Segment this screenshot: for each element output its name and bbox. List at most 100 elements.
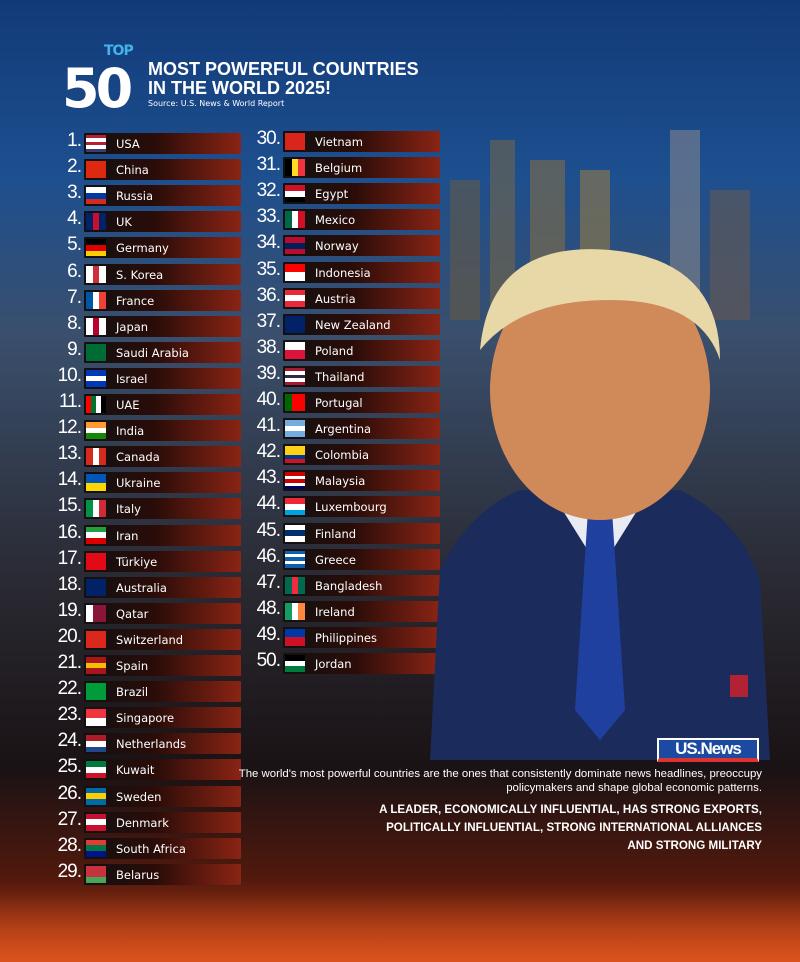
flag-icon xyxy=(86,343,106,361)
country-bar xyxy=(84,420,241,442)
country-name: Türkiye xyxy=(116,554,158,569)
rank-number: 27. xyxy=(57,808,82,830)
rank-number: 44. xyxy=(256,493,281,515)
rank-number: 14. xyxy=(57,469,82,491)
country-row: 4. UK xyxy=(67,208,241,233)
flag-icon xyxy=(86,291,107,309)
rank-number: 38. xyxy=(256,336,281,358)
flag-icon xyxy=(285,185,305,203)
country-name: Norway xyxy=(315,239,359,254)
country-name: China xyxy=(116,163,149,178)
country-row: 15. Italy xyxy=(58,495,241,520)
flag-icon xyxy=(86,578,106,596)
country-bar xyxy=(84,759,241,781)
country-bar xyxy=(84,341,241,363)
country-bar xyxy=(283,626,440,648)
flag-icon xyxy=(86,187,106,205)
source-label: Source: U.S. News & World Report xyxy=(148,99,285,108)
rank-number: 28. xyxy=(57,834,82,856)
rank-number: 7. xyxy=(67,286,82,308)
country-name: Germany xyxy=(116,241,169,256)
country-name: Greece xyxy=(315,552,356,567)
country-bar xyxy=(84,394,241,415)
rank-number: 50. xyxy=(256,650,281,671)
rank-number: 47. xyxy=(256,571,281,593)
country-row: 1. USA xyxy=(67,130,241,154)
rank-number: 46. xyxy=(256,545,281,567)
rank-number: 1. xyxy=(67,130,82,151)
country-bar xyxy=(283,600,440,622)
country-row: 50. Jordan xyxy=(257,650,440,674)
country-name: Indonesia xyxy=(315,265,371,280)
flag-icon xyxy=(285,237,305,255)
country-row: 17. Türkiye xyxy=(58,548,241,572)
rank-number: 12. xyxy=(57,417,82,439)
flag-icon xyxy=(285,576,306,594)
country-name: Luxembourg xyxy=(315,500,387,515)
flag-icon xyxy=(285,159,306,177)
country-name: Japan xyxy=(116,319,149,334)
country-row: 21. Spain xyxy=(58,652,241,676)
country-name: UAE xyxy=(116,398,140,412)
rank-number: 19. xyxy=(57,599,82,621)
country-bar xyxy=(84,628,241,650)
country-name: Qatar xyxy=(116,606,149,621)
flag-icon xyxy=(285,133,305,150)
rank-number: 33. xyxy=(256,206,281,228)
flag-icon xyxy=(86,709,106,727)
country-row: 26. Sweden xyxy=(58,783,241,807)
country-row: 9. Saudi Arabia xyxy=(67,339,241,363)
country-bar xyxy=(283,470,440,492)
rank-number: 13. xyxy=(57,443,82,465)
country-bar xyxy=(84,863,241,885)
flag-icon xyxy=(285,341,305,359)
country-name: Philippines xyxy=(315,630,377,645)
country-row: 48. Ireland xyxy=(257,598,440,622)
header-top: TOP xyxy=(104,43,134,59)
country-bar xyxy=(84,576,241,598)
country-name: USA xyxy=(116,137,140,151)
country-name: Kuwait xyxy=(116,763,155,778)
country-bar xyxy=(84,681,241,703)
flag-icon xyxy=(285,628,305,646)
flag-icon xyxy=(86,213,107,231)
footer-text: The world's most powerful countries are … xyxy=(232,767,762,855)
rank-number: 49. xyxy=(256,623,281,645)
country-row: 40. Portugal xyxy=(257,389,440,413)
country-name: S. Korea xyxy=(116,267,164,282)
rank-number: 45. xyxy=(256,519,281,541)
background-glow xyxy=(0,880,800,962)
country-row: 16. Iran xyxy=(58,522,241,546)
country-name: Netherlands xyxy=(116,737,187,752)
country-bar xyxy=(283,496,440,518)
country-row: 11. UAE xyxy=(59,391,241,415)
country-name: Belarus xyxy=(116,867,160,882)
country-row: 19. Qatar xyxy=(58,600,241,624)
country-bar xyxy=(283,313,440,335)
country-name: Portugal xyxy=(315,396,363,410)
flag-icon xyxy=(86,865,106,883)
country-row: 25. Kuwait xyxy=(58,756,241,781)
country-name: Spain xyxy=(116,659,149,673)
country-name: Egypt xyxy=(315,187,349,202)
country-name: Argentina xyxy=(315,422,372,437)
country-row: 42. Colombia xyxy=(257,441,440,466)
country-name: Saudi Arabia xyxy=(116,345,189,360)
country-name: Singapore xyxy=(116,711,175,726)
rank-number: 4. xyxy=(67,208,82,230)
flag-icon xyxy=(285,472,305,490)
country-row: 6. S. Korea xyxy=(67,261,241,285)
rank-number: 17. xyxy=(57,547,82,569)
country-bar xyxy=(84,550,241,572)
rank-number: 42. xyxy=(256,441,281,463)
country-name: Mexico xyxy=(315,213,356,228)
flag-icon xyxy=(86,552,106,570)
country-name: Thailand xyxy=(315,369,365,384)
rank-number: 24. xyxy=(57,730,82,752)
country-bar xyxy=(84,655,241,676)
header-number: 50 xyxy=(62,57,133,120)
rank-number: 25. xyxy=(57,756,82,778)
country-name: Malaysia xyxy=(315,474,366,489)
flag-icon xyxy=(86,526,106,544)
country-bar xyxy=(283,548,440,570)
